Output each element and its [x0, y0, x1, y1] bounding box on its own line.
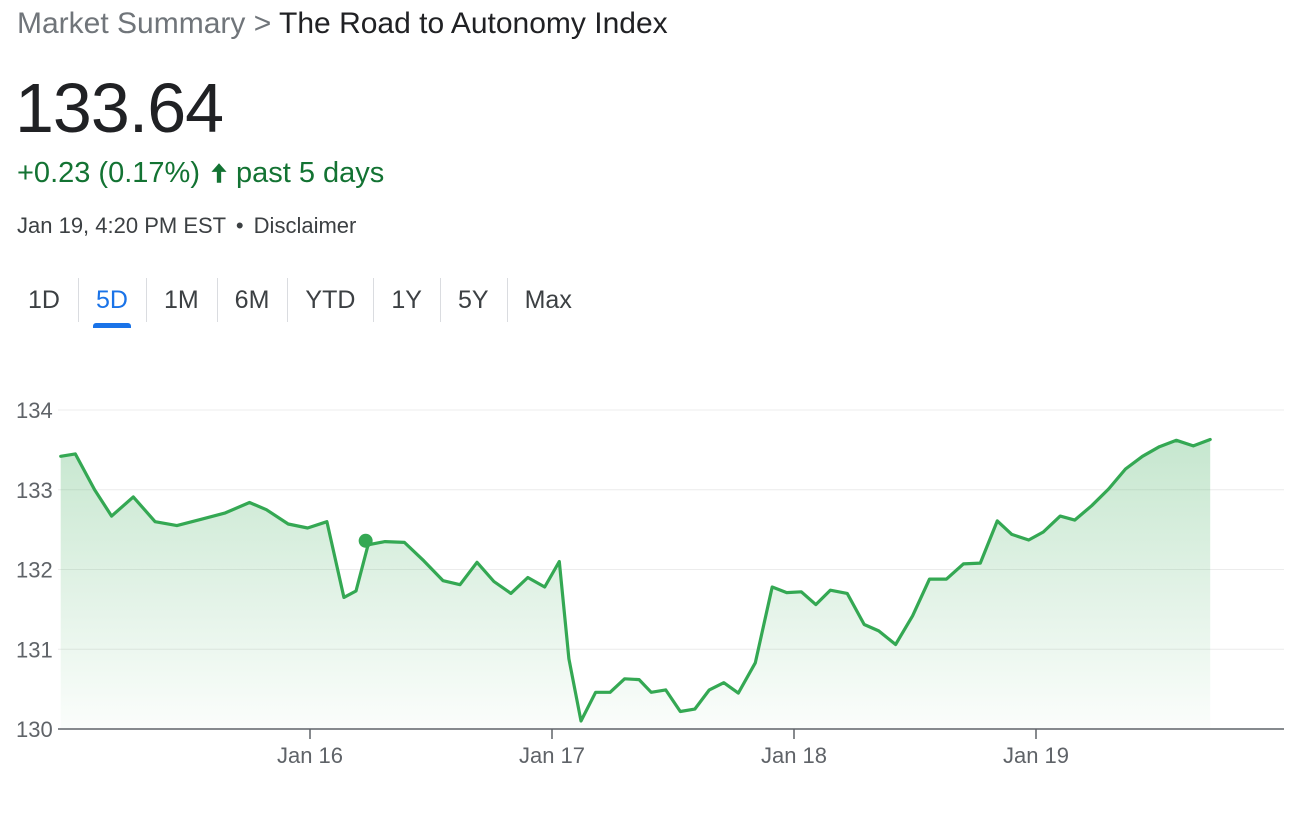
range-tab-label: 5Y [458, 286, 489, 314]
range-tab-label: 1D [28, 286, 60, 314]
y-tick-label: 132 [16, 558, 53, 583]
range-tab-label: 1M [163, 286, 199, 314]
x-tick-label: Jan 16 [277, 743, 343, 768]
breadcrumb-separator: > [253, 7, 272, 40]
price-change-period: past 5 days [235, 157, 385, 189]
series-area-fill [60, 439, 1211, 729]
breadcrumb-market-summary-link[interactable]: Market Summary [17, 7, 246, 40]
range-tab-label: 1Y [391, 286, 422, 314]
y-tick-label: 131 [16, 637, 53, 662]
series-line[interactable] [59, 437, 1212, 723]
quote-meta: Jan 19, 4:20 PM EST • Disclaimer [17, 212, 356, 240]
breadcrumb-current-index: The Road to Autonomy Index [279, 7, 668, 40]
x-tick-label: Jan 18 [761, 743, 827, 768]
y-tick-label: 134 [16, 398, 53, 423]
range-tab-5d[interactable]: 5D [77, 276, 146, 336]
disclaimer-link[interactable]: Disclaimer [253, 213, 357, 238]
price-change-row: +0.23 (0.17%) past 5 days [17, 155, 384, 191]
range-tab-ytd[interactable]: YTD [287, 276, 373, 336]
current-price: 133.64 [15, 69, 224, 147]
y-tick-label: 130 [16, 717, 53, 742]
y-tick-label: 133 [16, 478, 53, 503]
breadcrumb: Market Summary > The Road to Autonomy In… [17, 4, 668, 44]
hover-point-marker [358, 533, 373, 548]
range-tab-5y[interactable]: 5Y [440, 276, 507, 336]
arrow-up-icon [206, 160, 232, 186]
active-tab-indicator [92, 323, 131, 328]
price-chart[interactable]: 130 131 132 133 134 Jan 16 Jan 17 Jan 18 Jan 19 [0, 380, 1292, 780]
range-tab-label: 6M [234, 286, 270, 314]
range-tab-1d[interactable]: 1D [10, 276, 78, 336]
range-tab-label: Max [524, 286, 572, 314]
price-chart-svg[interactable]: 130 131 132 133 134 Jan 16 Jan 17 Jan 18 Jan 19 [0, 380, 1292, 780]
meta-separator: • [235, 213, 244, 238]
x-tick-label: Jan 19 [1003, 743, 1069, 768]
range-tab-label: 5D [95, 286, 128, 314]
range-tab-label: YTD [305, 286, 356, 314]
x-tick-label: Jan 17 [519, 743, 585, 768]
range-tabs: 1D 5D 1M 6M YTD 1Y 5Y Max [10, 276, 590, 336]
range-tab-6m[interactable]: 6M [216, 276, 288, 336]
price-change-value: +0.23 (0.17%) [17, 157, 200, 189]
range-tab-1y[interactable]: 1Y [373, 276, 440, 336]
range-tab-max[interactable]: Max [506, 276, 590, 336]
range-tab-1m[interactable]: 1M [145, 276, 217, 336]
quote-timestamp: Jan 19, 4:20 PM EST [17, 213, 226, 238]
